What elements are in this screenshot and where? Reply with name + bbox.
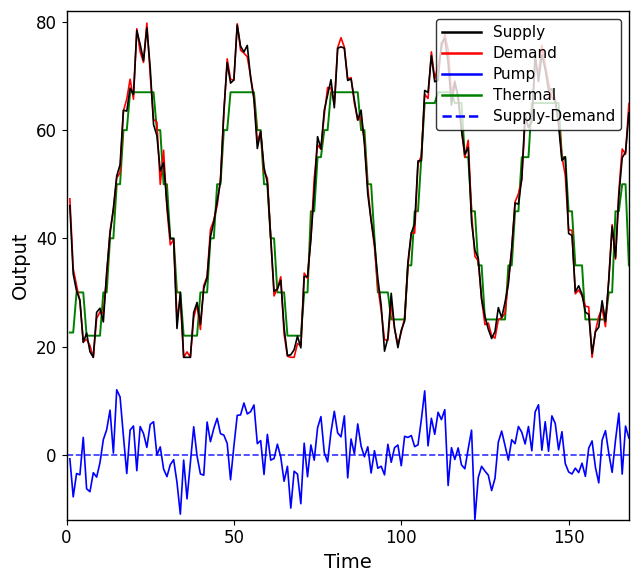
X-axis label: Time: Time xyxy=(324,553,372,572)
Y-axis label: Output: Output xyxy=(11,231,30,299)
Legend: Supply, Demand, Pump, Thermal, Supply-Demand: Supply, Demand, Pump, Thermal, Supply-De… xyxy=(436,19,621,131)
